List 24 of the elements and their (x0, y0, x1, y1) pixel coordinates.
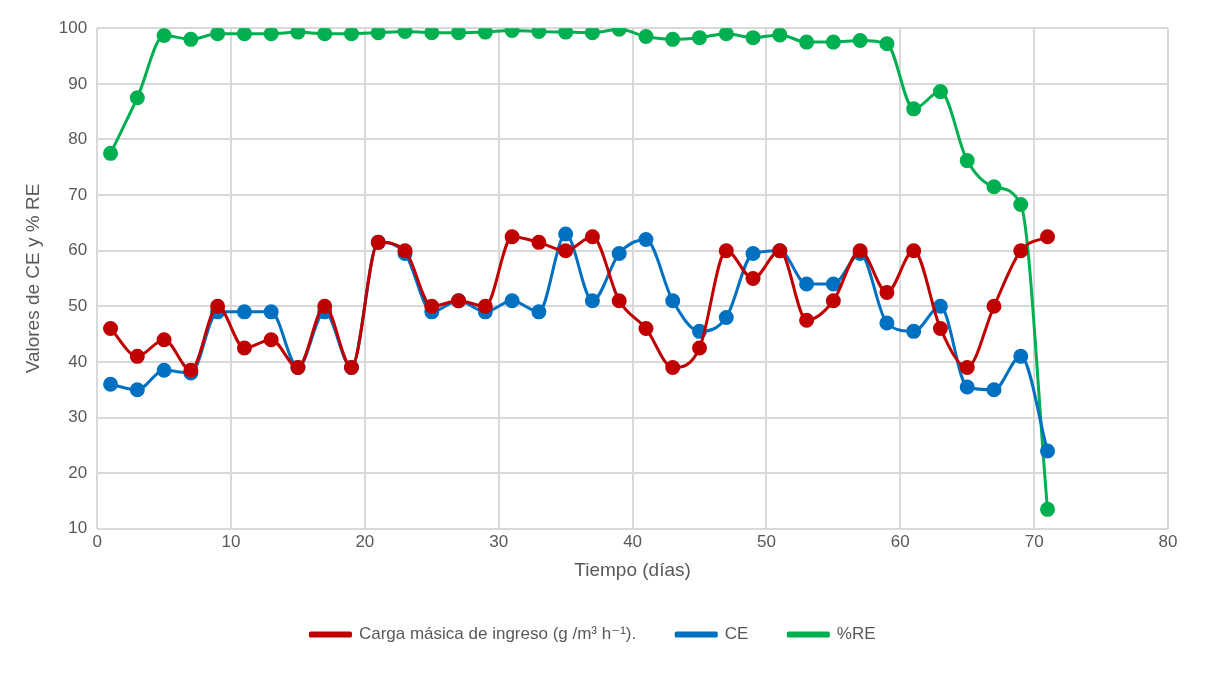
y-tick-label: 70 (68, 184, 88, 204)
legend-label: CE (724, 624, 749, 644)
y-tick-label: 90 (68, 73, 88, 93)
legend-label: %RE (836, 624, 876, 644)
x-tick-label: 20 (355, 531, 375, 551)
x-tick-label: 70 (1024, 531, 1044, 551)
x-tick-label: 50 (756, 531, 776, 551)
x-axis-title: Tiempo (días) (574, 558, 691, 580)
y-axis-title: Valores de CE y % RE (21, 183, 43, 374)
x-tick-label: 30 (489, 531, 509, 551)
x-tick-label: 60 (890, 531, 910, 551)
x-tick-label: 80 (1158, 531, 1178, 551)
y-tick-label: 100 (58, 17, 88, 37)
y-tick-label: 20 (68, 462, 88, 482)
x-tick-label: 0 (92, 531, 102, 551)
x-tick-label: 40 (623, 531, 643, 551)
y-tick-label: 60 (68, 240, 88, 260)
legend-label: Carga másica de ingreso (g /m³ h⁻¹). (358, 624, 637, 644)
x-tick-label: 10 (221, 531, 241, 551)
y-tick-label: 40 (68, 351, 88, 371)
y-tick-label: 80 (68, 129, 88, 149)
y-tick-label: 30 (68, 407, 88, 427)
y-tick-label: 10 (68, 518, 88, 538)
y-tick-label: 50 (68, 296, 88, 315)
